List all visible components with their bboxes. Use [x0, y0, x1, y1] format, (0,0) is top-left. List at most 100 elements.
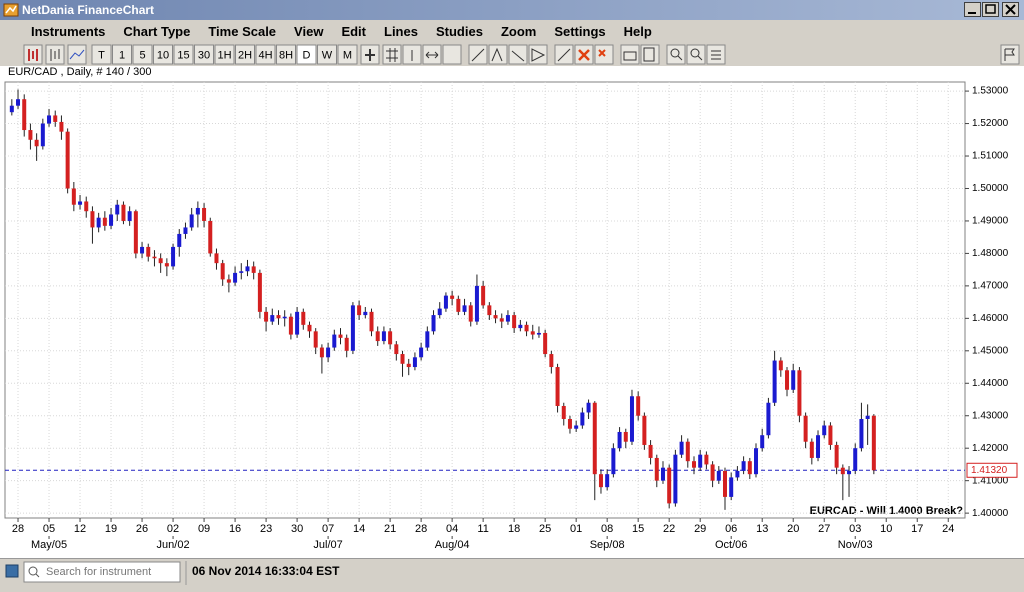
candle-body [251, 266, 256, 273]
toolbar-icons[interactable] [23, 44, 1020, 65]
window-controls[interactable] [964, 2, 1020, 18]
candle-body [319, 347, 324, 358]
candle-body [636, 396, 641, 416]
toolbar-button-label: W [322, 49, 333, 61]
x-tick-label: 10 [880, 523, 892, 535]
toolbar-button[interactable] [173, 44, 194, 65]
candle-body [512, 315, 517, 329]
toolbar-button[interactable] [91, 44, 112, 65]
candle-body [177, 233, 182, 247]
candle-body [109, 214, 114, 226]
candle-body [276, 315, 281, 319]
menu-item[interactable]: Edit [341, 24, 366, 39]
x-tick-label: 29 [694, 523, 706, 535]
toolbar-button[interactable] [194, 44, 214, 65]
candle-body [704, 454, 709, 465]
x-tick-label: 26 [136, 523, 148, 535]
candle-body [121, 204, 126, 221]
x-tick-label: 17 [911, 523, 923, 535]
status-bar: Search for instrument 06 Nov 2014 16:33:… [0, 558, 1024, 587]
x-tick-label: 30 [291, 523, 303, 535]
y-tick-label: 1.42000 [972, 443, 1009, 454]
toolbar-button-label: 1 [119, 49, 125, 61]
candle-body [561, 405, 566, 419]
x-tick-label: 25 [539, 523, 551, 535]
toolbar-button[interactable] [337, 44, 358, 65]
toolbar-button-label: D [303, 49, 311, 61]
x-tick-label: 05 [43, 523, 55, 535]
candle-body [65, 131, 70, 189]
toolbar-button[interactable] [132, 44, 153, 65]
toolbar-button[interactable] [296, 44, 317, 65]
toolbar-button[interactable] [153, 44, 173, 65]
search-box[interactable] [23, 561, 181, 583]
candle-body [140, 246, 145, 254]
toolbar-button[interactable] [214, 44, 235, 65]
menu-item[interactable]: Settings [554, 24, 606, 39]
candle-body [617, 431, 622, 449]
menu-item[interactable]: Instruments [31, 24, 106, 39]
candle-body [611, 448, 616, 475]
candle-body [90, 211, 95, 228]
candle-body [816, 435, 821, 458]
candle-body [536, 332, 541, 335]
candle-body [791, 370, 796, 390]
menu-item[interactable]: Zoom [500, 24, 537, 39]
toolbar-button[interactable] [235, 44, 255, 65]
annotation: EURCAD - Will 1.4000 Break? [810, 505, 964, 517]
candle-body [264, 311, 269, 322]
toolbar-button-label: T [98, 49, 105, 61]
menu-item[interactable]: Chart Type [123, 24, 191, 39]
candle-body [189, 214, 194, 228]
month-label: Sep/08 [590, 539, 625, 551]
menu-item[interactable]: Help [623, 24, 652, 39]
menu-bar: Instruments Chart Type Time Scale View Edit L… [0, 21, 1024, 43]
x-tick-label: 11 [477, 523, 488, 535]
y-tick-label: 1.50000 [972, 183, 1009, 194]
candle-body [518, 324, 523, 329]
candle-body [437, 308, 442, 316]
candle-body [363, 311, 368, 316]
candle-body [567, 418, 572, 429]
candle-body [499, 318, 504, 322]
x-tick-label: 02 [167, 523, 179, 535]
candle-body [102, 217, 107, 226]
toolbar-button[interactable] [112, 44, 132, 65]
candle-body [158, 258, 163, 264]
toolbar-button[interactable] [255, 44, 276, 65]
candle-body [660, 467, 665, 481]
candle-body [524, 324, 529, 332]
candle-body [127, 211, 132, 221]
x-tick-label: 23 [260, 523, 272, 535]
candle-body [164, 263, 169, 267]
menu-item[interactable]: Lines [384, 24, 418, 39]
x-tick-label: 16 [229, 523, 241, 535]
month-label: Jul/07 [313, 539, 342, 551]
toolbar-button-label: 2H [238, 49, 252, 61]
x-tick-label: 18 [508, 523, 520, 535]
candle-body [642, 415, 647, 445]
candle-body [326, 347, 331, 358]
candle-body [716, 470, 721, 481]
candle-body [629, 396, 634, 442]
menu-item[interactable]: Time Scale [208, 24, 277, 39]
x-tick-label: 01 [570, 523, 582, 535]
toolbar-button[interactable] [276, 44, 296, 65]
candle-body [667, 467, 672, 504]
menu-item[interactable]: Studies [435, 24, 483, 39]
candle-body [257, 272, 262, 312]
toolbar-button[interactable] [317, 44, 337, 65]
month-label: May/05 [31, 539, 67, 551]
candle-body [530, 331, 535, 335]
candle-body [673, 454, 678, 504]
candle-body [797, 370, 802, 416]
candle-body [431, 315, 436, 332]
candle-body [654, 457, 659, 481]
candle-body [357, 305, 362, 316]
search-icon-handle [35, 573, 40, 578]
month-label: Aug/04 [435, 539, 470, 551]
x-tick-label: 06 [725, 523, 737, 535]
candle-body [84, 201, 89, 212]
menu-item[interactable]: View [294, 24, 324, 39]
